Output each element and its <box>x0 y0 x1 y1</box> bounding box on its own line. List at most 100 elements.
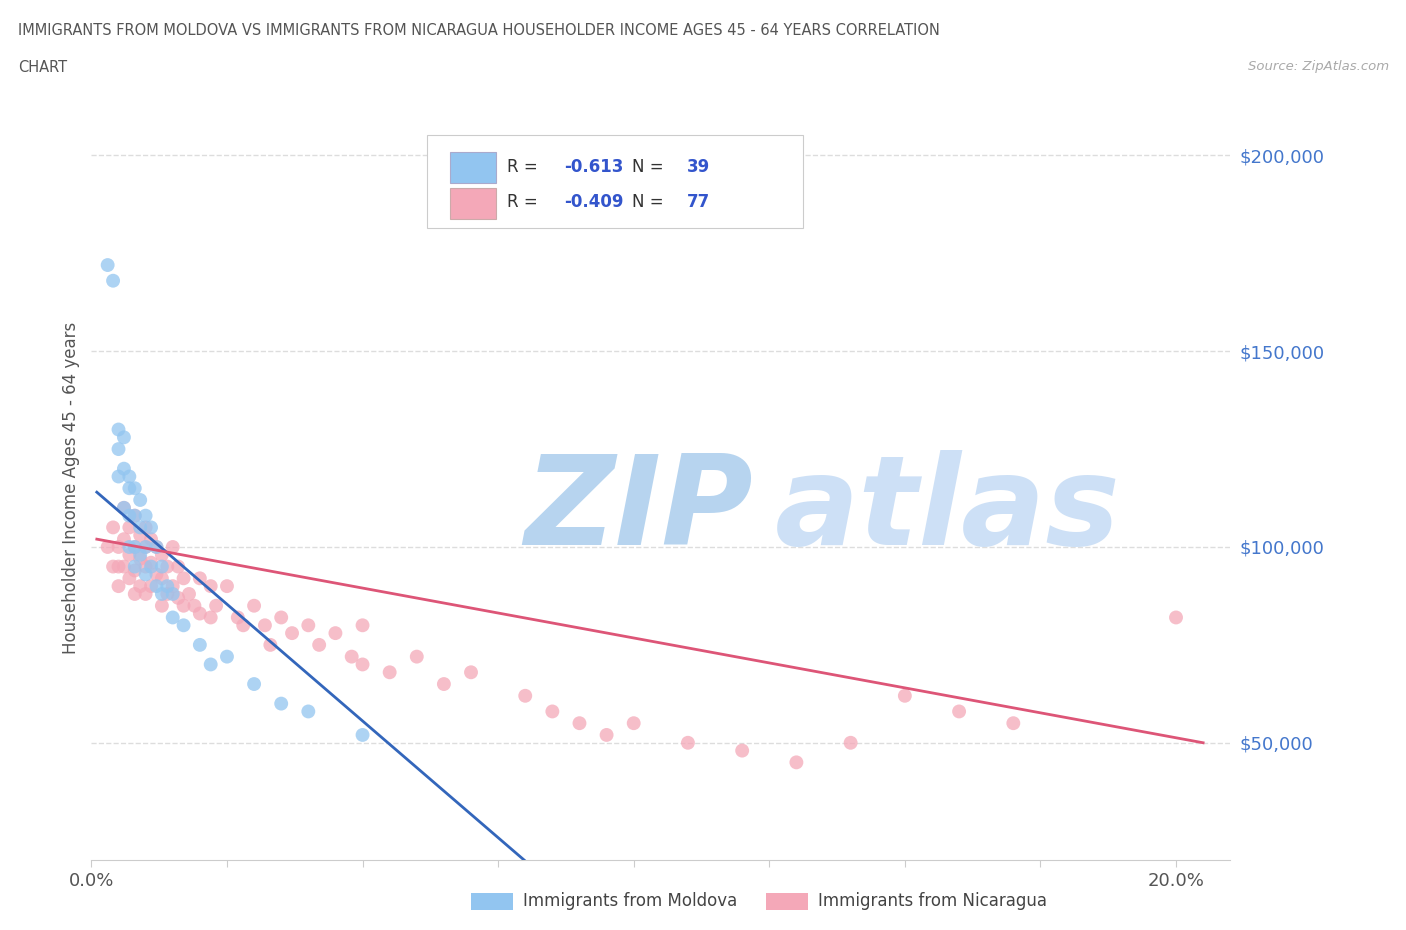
Point <box>107 559 129 574</box>
Point <box>118 571 141 586</box>
Point <box>145 567 167 582</box>
Point <box>124 539 146 554</box>
Point <box>167 591 190 605</box>
Point <box>162 610 184 625</box>
Text: IMMIGRANTS FROM MOLDOVA VS IMMIGRANTS FROM NICARAGUA HOUSEHOLDER INCOME AGES 45 : IMMIGRANTS FROM MOLDOVA VS IMMIGRANTS FR… <box>18 23 941 38</box>
Point <box>129 578 152 593</box>
Point <box>135 539 157 554</box>
Text: CHART: CHART <box>18 60 67 75</box>
Point <box>183 598 205 613</box>
Point <box>156 559 179 574</box>
Point <box>1164 610 1187 625</box>
Point <box>1002 716 1025 731</box>
Point <box>107 469 129 484</box>
Point <box>232 618 254 632</box>
Point <box>200 657 222 671</box>
Point <box>107 422 129 437</box>
Point <box>167 559 190 574</box>
Point <box>173 598 195 613</box>
Point <box>124 563 146 578</box>
Point <box>145 578 167 593</box>
Point <box>129 520 152 535</box>
Point <box>177 587 200 602</box>
Point <box>150 598 173 613</box>
Point <box>568 716 591 731</box>
Point <box>253 618 276 632</box>
Point <box>139 532 162 547</box>
Text: atlas: atlas <box>775 450 1121 571</box>
Text: N =: N = <box>633 193 669 211</box>
Point <box>139 520 162 535</box>
Point <box>259 637 281 652</box>
Point <box>112 430 135 445</box>
Text: Immigrants from Nicaragua: Immigrants from Nicaragua <box>818 892 1047 910</box>
Point <box>352 727 374 742</box>
Point <box>101 273 124 288</box>
Point <box>405 649 427 664</box>
Point <box>139 578 162 593</box>
Point <box>281 626 304 641</box>
Text: 77: 77 <box>688 193 710 211</box>
Point <box>118 469 141 484</box>
Point <box>433 677 456 692</box>
Point <box>595 727 617 742</box>
Point <box>135 559 157 574</box>
Point <box>118 508 141 523</box>
Point <box>124 539 146 554</box>
Point <box>948 704 970 719</box>
Point <box>325 626 347 641</box>
Point <box>101 520 124 535</box>
Point <box>124 559 146 574</box>
Point <box>97 258 120 272</box>
Point <box>156 587 179 602</box>
FancyBboxPatch shape <box>450 152 496 183</box>
Point <box>129 548 152 563</box>
Point <box>124 508 146 523</box>
Point <box>124 508 146 523</box>
Point <box>156 578 179 593</box>
Point <box>270 697 292 711</box>
Point <box>188 637 211 652</box>
Point <box>129 551 152 566</box>
Point <box>205 598 228 613</box>
Point <box>243 677 266 692</box>
Point <box>173 571 195 586</box>
Text: Immigrants from Moldova: Immigrants from Moldova <box>523 892 737 910</box>
Point <box>188 606 211 621</box>
Point <box>188 571 211 586</box>
Text: Source: ZipAtlas.com: Source: ZipAtlas.com <box>1249 60 1389 73</box>
Point <box>150 548 173 563</box>
Point <box>541 704 564 719</box>
Point <box>200 610 222 625</box>
Point <box>378 665 401 680</box>
Point <box>97 539 120 554</box>
Point <box>135 508 157 523</box>
Point <box>118 539 141 554</box>
Point <box>894 688 917 703</box>
Point <box>200 578 222 593</box>
Point <box>139 555 162 570</box>
Point <box>129 493 152 508</box>
Point <box>145 539 167 554</box>
Point <box>135 520 157 535</box>
Point <box>226 610 249 625</box>
Point <box>101 559 124 574</box>
Point <box>270 610 292 625</box>
Point <box>352 657 374 671</box>
Point <box>839 736 862 751</box>
Point <box>135 587 157 602</box>
Point <box>112 461 135 476</box>
Text: 39: 39 <box>688 158 710 176</box>
Text: -0.409: -0.409 <box>564 193 623 211</box>
Text: R =: R = <box>508 193 543 211</box>
Point <box>308 637 330 652</box>
FancyBboxPatch shape <box>427 135 803 228</box>
Point <box>129 528 152 543</box>
Point <box>107 442 129 457</box>
Point <box>340 649 363 664</box>
Point <box>162 587 184 602</box>
Point <box>135 539 157 554</box>
Point <box>352 618 374 632</box>
Point <box>731 743 754 758</box>
Point <box>107 578 129 593</box>
